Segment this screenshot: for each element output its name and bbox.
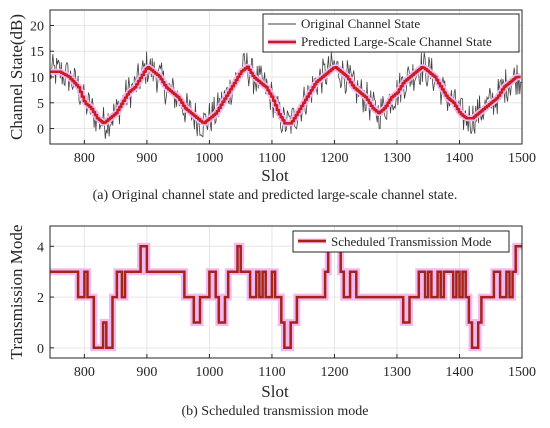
x-tick-label-b: 1400 xyxy=(445,365,473,380)
series-scheduled-transmission-mode xyxy=(50,245,522,350)
y-tick-label-a: 20 xyxy=(30,19,44,34)
x-tick-label-a: 1000 xyxy=(195,151,223,166)
x-tick-label-a: 800 xyxy=(74,151,95,166)
x-axis-label-a: Slot xyxy=(261,166,289,185)
transmission-mode-chart: 800 900 1000 1100 1200 1300 1400 1500 0 2 4 Schedu… xyxy=(7,225,536,419)
channel-state-chart: 800 900 1000 1100 1200 1300 1400 1500 0 5 10 15 20 O… xyxy=(7,9,536,203)
y-axis-label-b: Transmission Mode xyxy=(7,225,26,360)
series-group-a xyxy=(50,51,522,139)
x-tick-label-a: 1200 xyxy=(320,151,348,166)
x-tick-label-b: 1300 xyxy=(383,365,411,380)
x-tick-label-b: 1000 xyxy=(195,365,223,380)
legend-b: Scheduled Transmission Mode xyxy=(292,230,510,253)
caption-a: (a) Original channel state and predicted… xyxy=(93,188,458,203)
caption-b: (b) Scheduled transmission mode xyxy=(181,404,368,419)
x-tick-label-b: 900 xyxy=(136,365,157,380)
legend-a: Original Channel State Predicted Large-S… xyxy=(262,13,520,53)
y-tick-label-b: 0 xyxy=(37,342,44,357)
legend-label-scheduled: Scheduled Transmission Mode xyxy=(331,234,492,249)
legend-label-original: Original Channel State xyxy=(301,16,420,31)
y-tick-label-a: 10 xyxy=(30,71,44,86)
y-tick-label-a: 15 xyxy=(30,45,44,60)
x-tick-label-b: 800 xyxy=(74,365,95,380)
x-tick-label-a: 1500 xyxy=(508,151,536,166)
legend-box-b xyxy=(292,230,510,253)
legend-label-predicted: Predicted Large-Scale Channel State xyxy=(301,34,492,49)
series-group-b xyxy=(50,242,522,352)
x-tick-label-a: 1100 xyxy=(258,151,285,166)
y-tick-label-b: 2 xyxy=(37,291,44,306)
y-tick-label-a: 0 xyxy=(37,123,44,138)
legend-box-a xyxy=(262,13,520,53)
series-original-channel-state xyxy=(50,51,522,139)
axes-frame-b xyxy=(49,225,523,359)
x-tick-label-a: 1400 xyxy=(445,151,473,166)
x-tick-label-a: 900 xyxy=(136,151,157,166)
ticks-a: 800 900 1000 1100 1200 1300 1400 1500 0 5 10 15 20 xyxy=(30,19,536,166)
x-tick-label-b: 1500 xyxy=(508,365,536,380)
ticks-b: 800 900 1000 1100 1200 1300 1400 1500 0 2 4 xyxy=(37,240,536,380)
x-tick-label-b: 1200 xyxy=(320,365,348,380)
y-axis-label-a: Channel State(dB) xyxy=(7,14,26,140)
x-tick-label-b: 1100 xyxy=(258,365,285,380)
y-tick-label-a: 5 xyxy=(37,97,44,112)
series-predicted-large-scale-channel-state xyxy=(50,65,521,125)
x-tick-label-a: 1300 xyxy=(383,151,411,166)
y-tick-label-b: 4 xyxy=(37,240,44,255)
x-axis-label-b: Slot xyxy=(261,382,289,401)
